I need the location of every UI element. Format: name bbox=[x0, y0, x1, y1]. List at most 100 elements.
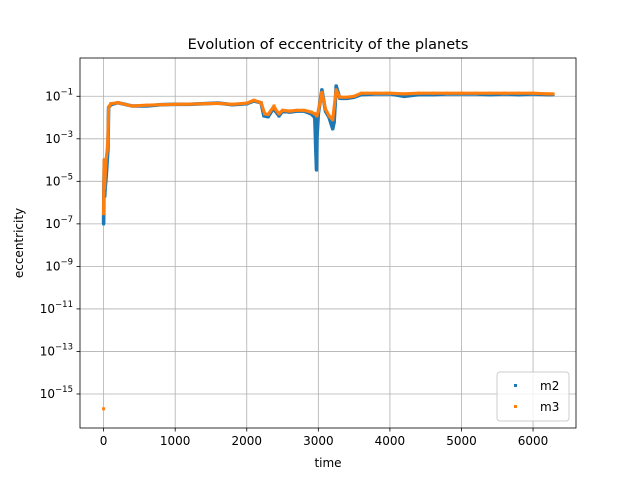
x-tick-label: 6000 bbox=[518, 434, 549, 448]
data-point-m3 bbox=[266, 112, 270, 116]
data-marks bbox=[101, 84, 555, 411]
x-axis: 0 1000 2000 3000 4000 5000 6000 bbox=[100, 428, 549, 448]
data-point-m2 bbox=[315, 168, 318, 172]
data-point-m3 bbox=[130, 104, 134, 108]
data-point-m2 bbox=[262, 114, 266, 118]
data-point-m2 bbox=[334, 84, 338, 88]
data-point-m3 bbox=[202, 102, 206, 106]
legend-label-m3: m3 bbox=[540, 400, 559, 414]
data-point-m3 bbox=[216, 101, 220, 105]
data-point-m3 bbox=[359, 91, 363, 95]
data-point-m2 bbox=[315, 137, 319, 141]
data-point-m2 bbox=[320, 88, 324, 92]
data-point-m3 bbox=[316, 109, 320, 113]
x-tick-label: 4000 bbox=[375, 434, 406, 448]
y-tick-label: 10−7 bbox=[45, 215, 73, 231]
data-point-m3 bbox=[327, 114, 331, 118]
data-point-m3 bbox=[402, 92, 406, 96]
data-point-m3 bbox=[231, 102, 234, 106]
data-point-m3 bbox=[313, 112, 317, 116]
data-point-m3 bbox=[103, 179, 107, 183]
data-point-m3 bbox=[102, 158, 106, 162]
series-trace-m3 bbox=[102, 88, 554, 214]
data-point-m2 bbox=[102, 222, 106, 226]
data-point-m3 bbox=[288, 109, 292, 113]
data-point-m3 bbox=[281, 108, 285, 112]
data-point-m3 bbox=[417, 91, 420, 95]
data-point-m3 bbox=[331, 118, 335, 122]
data-point-m3 bbox=[302, 108, 306, 112]
data-point-m3 bbox=[252, 98, 256, 102]
y-axis-title: eccentricity bbox=[12, 208, 26, 278]
data-point-m3 bbox=[102, 191, 106, 194]
x-tick-label: 0 bbox=[100, 434, 108, 448]
y-tick-label: 10−1 bbox=[45, 87, 73, 103]
data-point-m3 bbox=[502, 91, 506, 95]
data-point-m2 bbox=[277, 114, 281, 118]
data-point-m3 bbox=[334, 88, 338, 92]
data-point-m3 bbox=[474, 91, 478, 95]
y-tick-label: 10−3 bbox=[45, 130, 73, 146]
data-point-m3 bbox=[345, 95, 349, 99]
data-point-m3 bbox=[309, 110, 313, 114]
data-point-m3 bbox=[517, 91, 521, 95]
series-m3 bbox=[102, 88, 555, 411]
data-point-m3 bbox=[106, 137, 110, 141]
data-point-m3 bbox=[116, 101, 120, 105]
data-point-m2 bbox=[266, 115, 270, 119]
data-point-m3 bbox=[295, 108, 299, 112]
data-point-m3 bbox=[315, 114, 319, 118]
data-point-m3 bbox=[104, 158, 108, 162]
data-point-m3 bbox=[273, 107, 277, 111]
y-tick-label: 10−11 bbox=[40, 300, 73, 316]
legend-marker-m2 bbox=[514, 384, 517, 387]
y-axis: 10−1 10−3 10−5 10−7 10−9 10−11 10−13 10−15 bbox=[40, 87, 80, 401]
data-point-m3 bbox=[352, 94, 356, 98]
data-point-m3 bbox=[259, 101, 263, 105]
data-point-m2 bbox=[313, 116, 317, 119]
data-point-m3 bbox=[109, 102, 113, 106]
data-point-m2 bbox=[332, 120, 336, 124]
data-point-m3 bbox=[103, 186, 106, 190]
grid bbox=[80, 58, 576, 428]
chart-title: Evolution of eccentricity of the planets bbox=[188, 37, 469, 53]
x-tick-label: 3000 bbox=[303, 434, 334, 448]
y-tick-label: 10−13 bbox=[40, 342, 73, 358]
data-point-m3 bbox=[188, 102, 191, 106]
data-point-m3 bbox=[431, 91, 435, 95]
data-point-m3 bbox=[159, 103, 163, 107]
data-point-m3 bbox=[272, 104, 276, 108]
legend-label-m2: m2 bbox=[540, 379, 559, 393]
data-point-m3 bbox=[338, 95, 342, 99]
x-tick-label: 2000 bbox=[231, 434, 262, 448]
y-tick-label: 10−5 bbox=[45, 172, 73, 188]
data-point-m3 bbox=[102, 407, 106, 411]
data-point-m3 bbox=[263, 112, 267, 116]
data-point-m3 bbox=[531, 91, 535, 95]
data-point-m2 bbox=[314, 148, 318, 152]
data-point-m3 bbox=[488, 91, 492, 95]
data-point-m2 bbox=[331, 127, 335, 131]
x-tick-label: 5000 bbox=[446, 434, 477, 448]
data-point-m3 bbox=[103, 169, 107, 173]
data-point-m3 bbox=[551, 92, 555, 96]
legend: m2 m3 bbox=[496, 371, 570, 422]
data-point-m3 bbox=[102, 201, 106, 205]
data-point-m3 bbox=[102, 212, 106, 216]
data-point-m3 bbox=[445, 91, 449, 95]
data-point-m2 bbox=[314, 158, 318, 162]
x-tick-label: 1000 bbox=[160, 434, 191, 448]
data-point-m3 bbox=[245, 101, 249, 105]
data-point-m3 bbox=[277, 112, 281, 116]
data-point-m3 bbox=[105, 148, 109, 152]
legend-marker-m3 bbox=[514, 405, 517, 408]
plot-frame bbox=[79, 57, 577, 429]
data-point-m3 bbox=[388, 91, 392, 95]
data-point-m3 bbox=[324, 107, 327, 111]
data-point-m3 bbox=[320, 91, 324, 94]
y-tick-label: 10−9 bbox=[45, 257, 73, 273]
data-point-m3 bbox=[460, 91, 463, 95]
data-point-m2 bbox=[402, 94, 406, 98]
data-point-m3 bbox=[107, 105, 111, 109]
